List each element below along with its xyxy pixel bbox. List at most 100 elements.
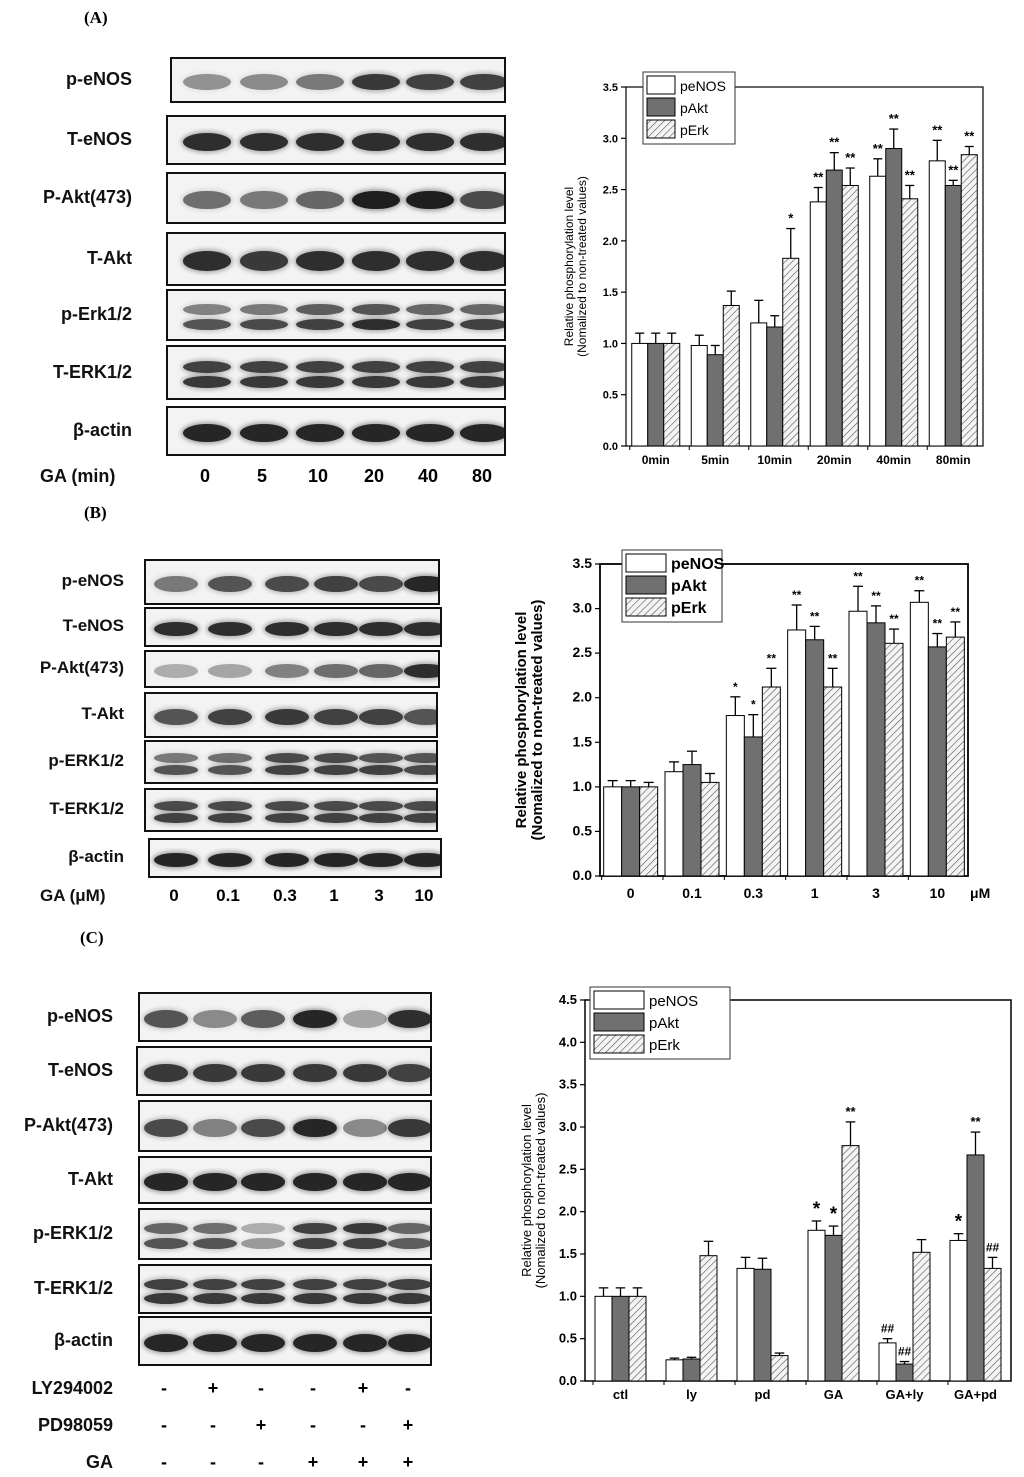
bar-peNOS <box>750 322 768 447</box>
blot-band <box>343 1237 387 1249</box>
blot-band <box>296 251 344 271</box>
blot-strip <box>138 1156 432 1204</box>
significance-mark: ## <box>898 1345 912 1359</box>
x-category-label: 1 <box>811 885 819 901</box>
treatment-sign: + <box>402 1415 414 1435</box>
bar-pErk <box>782 257 800 447</box>
bar-peNOS <box>909 601 929 877</box>
blot-band <box>314 753 358 763</box>
blot-band <box>154 575 198 593</box>
blot-band <box>388 1010 430 1028</box>
blot-strip <box>166 232 506 286</box>
blot-band <box>240 133 288 151</box>
blot-band <box>460 318 504 330</box>
legend-swatch-pAkt <box>625 575 667 595</box>
blot-band <box>208 852 252 868</box>
blot-band <box>293 1223 337 1235</box>
legend-label: pErk <box>671 600 707 617</box>
x-category-label: ly <box>686 1387 698 1402</box>
bar-pAkt <box>966 1154 985 1382</box>
significance-mark: ** <box>964 128 975 143</box>
y-axis-label-2: (Nomalized to non-treated values) <box>529 600 546 841</box>
bar-pErk <box>884 642 904 877</box>
bar-pErk <box>983 1267 1002 1382</box>
blot-band <box>460 190 504 210</box>
y-tick-label: 1.5 <box>603 287 618 299</box>
blot-band <box>406 251 454 271</box>
treatment-sign: + <box>402 1452 414 1472</box>
treatment-sign: - <box>405 1378 411 1398</box>
plot-frame <box>625 86 984 447</box>
treatment-sign: - <box>310 1415 316 1435</box>
blot-band <box>265 813 309 823</box>
bar-pAkt <box>647 342 665 447</box>
blot-band <box>406 424 454 442</box>
blot-band <box>343 1223 387 1235</box>
blot-band <box>293 1118 337 1138</box>
blot-row-label: T-ERK1/2 <box>33 1278 113 1298</box>
blot-band <box>240 73 288 91</box>
legend-label: pAkt <box>649 1015 680 1032</box>
blot-band <box>144 1010 188 1028</box>
y-axis-label: Relative phosphorylation level <box>519 1104 534 1277</box>
blot-band <box>359 765 403 775</box>
treatment-sign: + <box>255 1415 267 1435</box>
blot-band <box>404 708 436 726</box>
blot-band <box>208 621 252 637</box>
blot-band <box>404 753 436 763</box>
bar-peNOS <box>603 786 623 877</box>
significance-mark: ** <box>810 609 820 623</box>
blot-band <box>352 318 400 330</box>
legend-label: pAkt <box>680 100 708 116</box>
blot-band <box>460 424 504 442</box>
bar-peNOS <box>665 1359 684 1382</box>
x-category-label: 20min <box>817 453 852 467</box>
bar-pAkt <box>866 622 886 877</box>
bar-pAkt <box>753 1268 772 1382</box>
y-tick-label: 3.5 <box>559 1077 577 1092</box>
blot-strip <box>148 838 442 878</box>
blot-band <box>241 1237 285 1249</box>
x-category-label: 10min <box>757 453 792 467</box>
significance-mark: * <box>955 1212 963 1233</box>
bar-pErk <box>912 1251 931 1382</box>
significance-mark: ** <box>951 605 961 619</box>
blot-band <box>388 1278 430 1290</box>
y-tick-label: 3.0 <box>559 1119 577 1134</box>
blot-band <box>240 424 288 442</box>
blot-band <box>183 190 231 210</box>
blot-row-label: P-Akt(473) <box>39 658 124 677</box>
blot-band <box>154 813 198 823</box>
blot-band <box>265 801 309 811</box>
blot-row-label: p-eNOS <box>61 571 124 590</box>
significance-mark: ** <box>873 141 884 156</box>
blot-band <box>352 251 400 271</box>
bar-pAkt <box>805 639 825 877</box>
blot-band <box>154 765 198 775</box>
bar-peNOS <box>787 629 807 877</box>
blot-strip <box>144 788 438 832</box>
bar-pAkt <box>895 1363 914 1382</box>
blot-band <box>359 664 403 678</box>
blot-band <box>352 304 400 316</box>
bar-pErk <box>770 1355 789 1382</box>
blot-row-label: p-ERK1/2 <box>48 751 124 770</box>
blot-band <box>154 852 198 868</box>
blot-band <box>208 753 252 763</box>
treatment-label: GA <box>86 1452 113 1472</box>
blot-band <box>359 753 403 763</box>
blot-row-label: T-Akt <box>81 704 125 723</box>
blot-strip <box>170 57 506 103</box>
blot-band <box>144 1292 188 1304</box>
blot-band <box>240 190 288 210</box>
x-category-label: GA+pd <box>954 1387 997 1402</box>
blot-band <box>241 1223 285 1235</box>
bar-pAkt <box>944 184 962 447</box>
blot-band <box>296 73 344 91</box>
treatment-sign: - <box>161 1452 167 1472</box>
significance-mark: ** <box>813 170 824 185</box>
blot-band <box>406 360 454 373</box>
blot-band <box>241 1292 285 1304</box>
blot-row-label: p-Erk1/2 <box>60 304 132 324</box>
y-tick-label: 4.0 <box>559 1034 577 1049</box>
